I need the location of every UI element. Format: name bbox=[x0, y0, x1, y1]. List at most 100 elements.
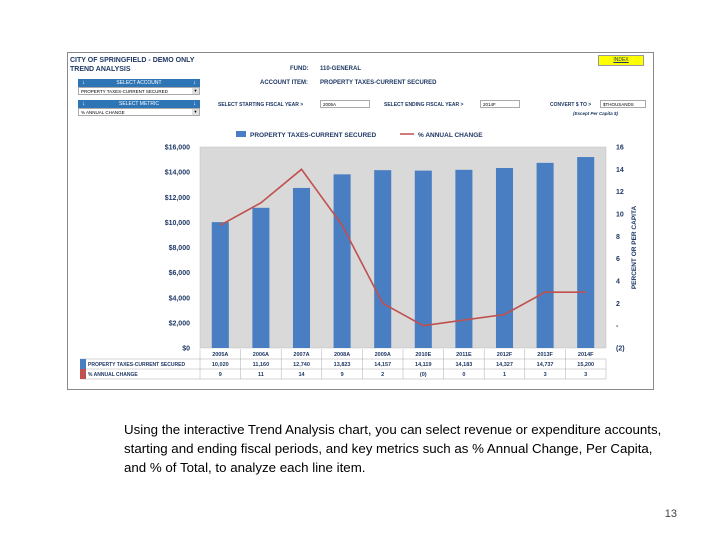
sheet-header: CITY OF SPRINGFIELD - DEMO ONLY TREND AN… bbox=[70, 56, 194, 74]
line-annual-change bbox=[219, 168, 586, 327]
legend-swatch-bars bbox=[236, 131, 246, 137]
y-tick-label: $12,000 bbox=[165, 195, 190, 202]
caption-text: Using the interactive Trend Analysis cha… bbox=[124, 422, 662, 475]
y-tick-label: $16,000 bbox=[165, 145, 190, 152]
x-tick-label: 2007A bbox=[293, 352, 309, 358]
trend-analysis-sheet: CITY OF SPRINGFIELD - DEMO ONLY TREND AN… bbox=[67, 52, 654, 390]
trend-chart-svg: PROPERTY TAXES-CURRENT SECURED % ANNUAL C… bbox=[79, 131, 638, 380]
bar-2012F bbox=[495, 168, 514, 348]
select-metric-label: SELECT METRIC bbox=[119, 101, 159, 107]
select-account-dropdown[interactable]: PROPERTY TAXES-CURRENT SECURED ▼ bbox=[78, 87, 200, 95]
arrow-down-icon: ↓ bbox=[82, 80, 85, 86]
trend-chart: PROPERTY TAXES-CURRENT SECURED % ANNUAL C… bbox=[79, 127, 650, 387]
table-row-label-bars: PROPERTY TAXES-CURRENT SECURED bbox=[88, 362, 185, 368]
y-tick-label: $14,000 bbox=[165, 170, 190, 177]
end-year-label: SELECT ENDING FISCAL YEAR > bbox=[384, 102, 464, 108]
y2-tick-label: 2 bbox=[616, 301, 620, 308]
y-tick-label: $10,000 bbox=[165, 220, 190, 227]
chevron-down-icon[interactable]: ▼ bbox=[192, 109, 199, 115]
table-swatch-line bbox=[80, 369, 86, 379]
page-number: 13 bbox=[664, 508, 677, 520]
table-cell-line-value: (0) bbox=[420, 372, 427, 378]
bar-2011E bbox=[455, 169, 473, 348]
y-tick-label: $6,000 bbox=[169, 270, 191, 277]
y2-tick-label: 6 bbox=[616, 256, 620, 263]
bar-2014F bbox=[577, 157, 595, 348]
legend-label-bars: PROPERTY TAXES-CURRENT SECURED bbox=[250, 132, 376, 139]
table-cell-line-value: 3 bbox=[584, 372, 587, 378]
x-tick-label: 2014F bbox=[578, 352, 594, 358]
bar-2007A bbox=[292, 187, 311, 348]
y-tick-label: $8,000 bbox=[169, 245, 191, 252]
x-tick-label: 2008A bbox=[334, 352, 350, 358]
fund-label: FUND: bbox=[290, 66, 309, 72]
trend-analysis-title: TREND ANALYSIS bbox=[70, 66, 131, 73]
start-year-select[interactable]: 2005A bbox=[320, 100, 370, 108]
select-account-label: SELECT ACCOUNT bbox=[116, 80, 162, 86]
table-cell-line-value: 2 bbox=[381, 372, 384, 378]
x-tick-label: 2011E bbox=[456, 352, 472, 358]
convert-note: (Except Per Capita $) bbox=[573, 111, 619, 116]
table-cell-bar-value: 14,327 bbox=[496, 362, 513, 368]
select-metric-header[interactable]: ↓ SELECT METRIC ↓ bbox=[78, 100, 200, 108]
table-cell-bar-value: 14,737 bbox=[537, 362, 554, 368]
x-tick-label: 2005A bbox=[212, 352, 228, 358]
x-tick-label: 2006A bbox=[253, 352, 269, 358]
table-row-label-line: % ANNUAL CHANGE bbox=[88, 372, 138, 378]
arrow-down-icon: ↓ bbox=[193, 101, 196, 107]
bar-2005A bbox=[211, 222, 229, 348]
start-year-label: SELECT STARTING FISCAL YEAR > bbox=[218, 102, 304, 108]
table-cell-bar-value: 10,020 bbox=[212, 362, 229, 368]
table-cell-line-value: 11 bbox=[258, 372, 264, 378]
table-cell-line-value: 1 bbox=[503, 372, 506, 378]
select-account-header[interactable]: ↓ SELECT ACCOUNT ↓ bbox=[78, 79, 200, 87]
convert-select[interactable]: $THOUSANDS bbox=[600, 100, 646, 108]
select-account-value: PROPERTY TAXES-CURRENT SECURED bbox=[81, 89, 168, 94]
select-metric-dropdown[interactable]: % ANNUAL CHANGE ▼ bbox=[78, 108, 200, 116]
table-cell-line-value: 0 bbox=[462, 372, 465, 378]
y2-tick-label: (2) bbox=[616, 346, 625, 353]
account-item-label: ACCOUNT ITEM: bbox=[260, 80, 308, 86]
end-year-value: 2014F bbox=[483, 102, 496, 107]
account-item-value: PROPERTY TAXES-CURRENT SECURED bbox=[320, 80, 437, 86]
y2-tick-label: 12 bbox=[616, 189, 624, 196]
table-swatch-bars bbox=[80, 359, 86, 369]
table-cell-bar-value: 14,157 bbox=[374, 362, 391, 368]
table-cell-line-value: 9 bbox=[219, 372, 222, 378]
y2-tick-label: 8 bbox=[616, 234, 620, 241]
bar-2006A bbox=[252, 207, 270, 348]
chevron-down-icon[interactable]: ▼ bbox=[192, 88, 199, 94]
y-tick-label: $2,000 bbox=[169, 320, 191, 327]
table-cell-line-value: 9 bbox=[341, 372, 344, 378]
table-cell-line-value: 14 bbox=[298, 372, 305, 378]
x-tick-label: 2009A bbox=[375, 352, 391, 358]
table-cell-bar-value: 11,160 bbox=[253, 362, 270, 368]
arrow-down-icon: ↓ bbox=[82, 101, 85, 107]
start-year-value: 2005A bbox=[323, 102, 337, 107]
bar-2013F bbox=[536, 162, 554, 348]
legend-label-line: % ANNUAL CHANGE bbox=[418, 132, 483, 139]
index-link[interactable]: INDEX bbox=[598, 55, 644, 66]
y2-tick-label: - bbox=[616, 323, 619, 330]
convert-value: $THOUSANDS bbox=[603, 102, 634, 107]
y2-axis-label: PERCENT OR PER CAPITA bbox=[631, 206, 638, 290]
fund-value: 110-GENERAL bbox=[320, 66, 362, 72]
table-cell-bar-value: 14,183 bbox=[455, 362, 472, 368]
table-cell-bar-value: 12,740 bbox=[293, 362, 310, 368]
table-cell-bar-value: 15,200 bbox=[577, 362, 594, 368]
end-year-select[interactable]: 2014F bbox=[480, 100, 520, 108]
select-metric-value: % ANNUAL CHANGE bbox=[81, 110, 125, 115]
bar-2009A bbox=[374, 170, 392, 348]
table-cell-bar-value: 14,119 bbox=[415, 362, 432, 368]
bar-2008A bbox=[333, 174, 351, 348]
select-metric-control[interactable]: ↓ SELECT METRIC ↓ % ANNUAL CHANGE ▼ bbox=[78, 100, 200, 116]
y2-tick-label: 16 bbox=[616, 145, 624, 152]
y2-tick-label: 10 bbox=[616, 212, 624, 219]
y2-tick-label: 14 bbox=[616, 167, 624, 174]
y2-tick-label: 4 bbox=[616, 279, 620, 286]
y-tick-label: $0 bbox=[182, 346, 190, 353]
table-cell-bar-value: 13,823 bbox=[334, 362, 351, 368]
select-account-control[interactable]: ↓ SELECT ACCOUNT ↓ PROPERTY TAXES-CURREN… bbox=[78, 79, 200, 95]
x-tick-label: 2010E bbox=[415, 352, 431, 358]
table-cell-line-value: 3 bbox=[544, 372, 547, 378]
